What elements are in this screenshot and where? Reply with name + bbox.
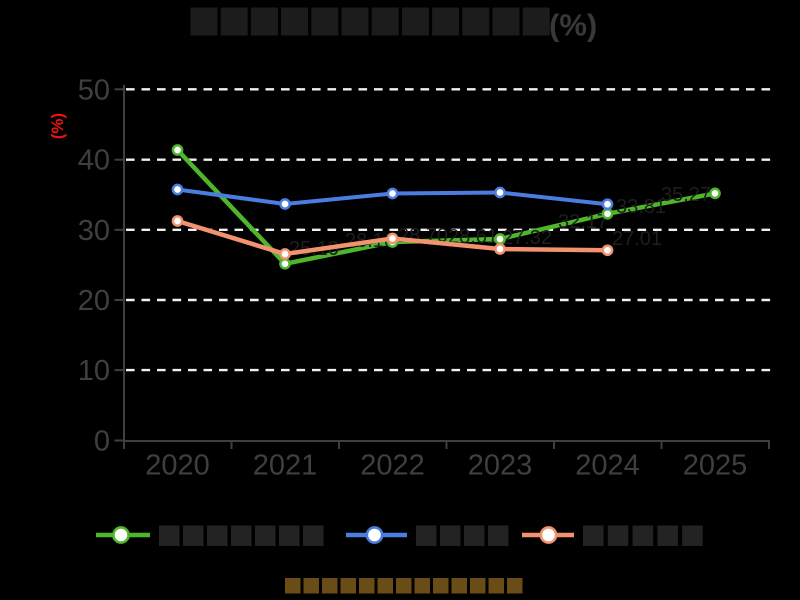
svg-text:10: 10 (78, 355, 110, 387)
svg-text:0: 0 (94, 426, 110, 458)
svg-text:40: 40 (78, 145, 110, 177)
svg-text:30: 30 (78, 215, 110, 247)
svg-text:28.61: 28.61 (448, 226, 498, 248)
svg-text:32.17: 32.17 (558, 211, 608, 233)
svg-text:2024: 2024 (575, 450, 640, 482)
svg-text:2022: 2022 (360, 450, 425, 482)
svg-text:27.01: 27.01 (612, 228, 662, 250)
svg-text:(%): (%) (48, 113, 67, 139)
svg-text:20: 20 (78, 285, 110, 317)
svg-text:2025: 2025 (683, 450, 748, 482)
svg-text:35.27: 35.27 (661, 184, 711, 206)
svg-text:2020: 2020 (145, 450, 210, 482)
svg-text:(%): (%) (549, 8, 597, 43)
svg-text:2023: 2023 (468, 450, 533, 482)
svg-text:33.81: 33.81 (616, 196, 666, 218)
svg-text:27.32: 27.32 (502, 227, 552, 249)
svg-text:50: 50 (78, 74, 110, 106)
svg-text:2021: 2021 (253, 450, 318, 482)
